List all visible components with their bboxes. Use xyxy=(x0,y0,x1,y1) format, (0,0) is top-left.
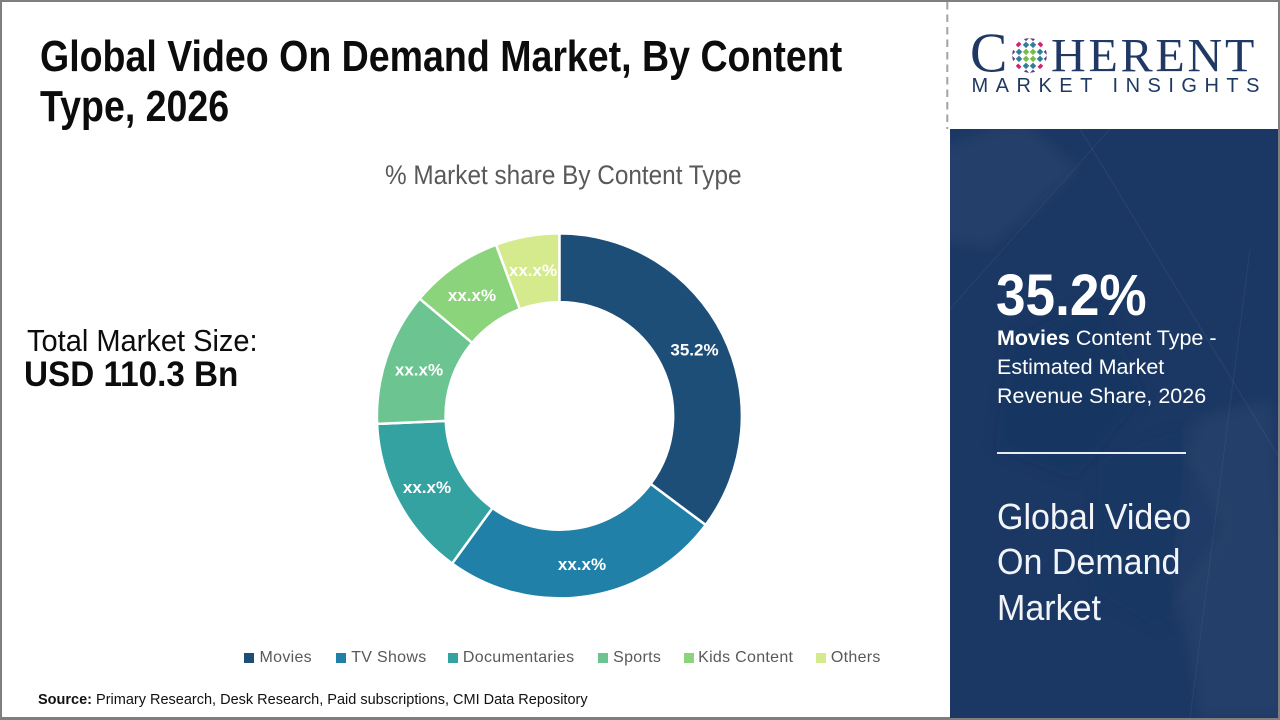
svg-text:35.2%: 35.2% xyxy=(670,341,718,360)
svg-text:HERENT: HERENT xyxy=(1051,30,1257,83)
svg-text:xx.x%: xx.x% xyxy=(448,286,496,305)
svg-text:xx.x%: xx.x% xyxy=(509,261,557,280)
svg-text:xx.x%: xx.x% xyxy=(403,478,451,497)
svg-text:C: C xyxy=(970,23,1007,85)
svg-text:xx.x%: xx.x% xyxy=(395,361,443,380)
svg-text:MARKET INSIGHTS: MARKET INSIGHTS xyxy=(972,75,1268,97)
svg-text:xx.x%: xx.x% xyxy=(558,555,606,574)
